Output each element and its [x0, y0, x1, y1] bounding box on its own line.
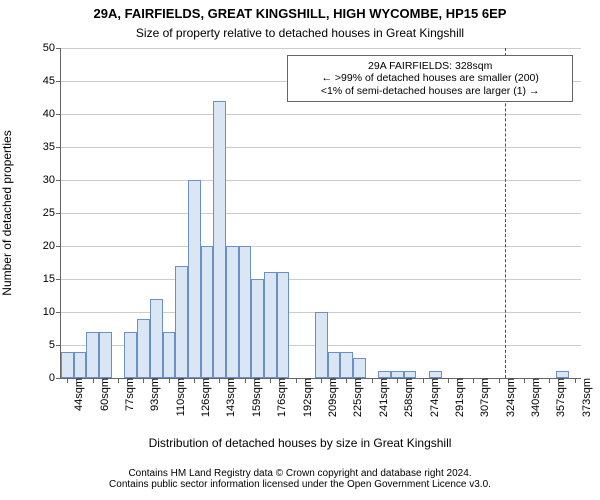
x-tick-mark — [118, 378, 119, 383]
chart-container: 29A, FAIRFIELDS, GREAT KINGSHILL, HIGH W… — [0, 0, 600, 500]
annotation-line: ← >99% of detached houses are smaller (2… — [294, 72, 566, 85]
y-tick-label: 0 — [49, 372, 61, 384]
x-tick-label: 274sqm — [427, 378, 441, 417]
histogram-bar — [277, 272, 290, 378]
y-tick-label: 10 — [43, 306, 61, 318]
annotation-box: 29A FAIRFIELDS: 328sqm← >99% of detached… — [287, 55, 573, 103]
plot-area: 0510152025303540455044sqm60sqm77sqm93sqm… — [60, 48, 581, 379]
x-tick-mark — [93, 378, 94, 383]
x-tick-label: 307sqm — [477, 378, 491, 417]
y-tick-label: 20 — [43, 240, 61, 252]
chart-subtitle: Size of property relative to detached ho… — [0, 26, 600, 40]
x-tick-mark — [321, 378, 322, 383]
x-tick-mark — [448, 378, 449, 383]
histogram-bar — [99, 332, 112, 378]
x-tick-label: 209sqm — [325, 378, 339, 417]
x-tick-mark — [549, 378, 550, 383]
y-tick-label: 5 — [49, 339, 61, 351]
x-tick-mark — [346, 378, 347, 383]
x-tick-mark — [143, 378, 144, 383]
x-tick-label: 126sqm — [198, 378, 212, 417]
histogram-bar — [86, 332, 99, 378]
x-axis-label: Distribution of detached houses by size … — [0, 436, 600, 450]
gridline — [61, 279, 581, 280]
y-tick-label: 35 — [43, 141, 61, 153]
y-tick-label: 30 — [43, 174, 61, 186]
footer-line-2: Contains public sector information licen… — [0, 479, 600, 490]
histogram-bar — [340, 352, 353, 378]
y-axis-label: Number of detached properties — [0, 130, 14, 295]
x-tick-mark — [575, 378, 576, 383]
histogram-bar — [188, 180, 201, 378]
histogram-bar — [175, 266, 188, 378]
histogram-bar — [137, 319, 150, 378]
histogram-bar — [239, 246, 252, 378]
x-tick-label: 241sqm — [376, 378, 390, 417]
gridline — [61, 48, 581, 49]
x-tick-mark — [473, 378, 474, 383]
x-tick-label: 77sqm — [122, 378, 136, 411]
x-tick-mark — [524, 378, 525, 383]
x-tick-label: 373sqm — [579, 378, 593, 417]
chart-title: 29A, FAIRFIELDS, GREAT KINGSHILL, HIGH W… — [0, 6, 600, 21]
annotation-line: <1% of semi-detached houses are larger (… — [294, 85, 566, 98]
x-tick-mark — [397, 378, 398, 383]
x-tick-label: 159sqm — [249, 378, 263, 417]
histogram-bar — [226, 246, 239, 378]
x-tick-mark — [296, 378, 297, 383]
gridline — [61, 246, 581, 247]
x-tick-mark — [372, 378, 373, 383]
x-tick-mark — [245, 378, 246, 383]
histogram-bar — [61, 352, 74, 378]
chart-footer: Contains HM Land Registry data © Crown c… — [0, 468, 600, 490]
x-tick-label: 60sqm — [97, 378, 111, 411]
histogram-bar — [429, 371, 442, 378]
histogram-bar — [74, 352, 87, 378]
x-tick-label: 324sqm — [503, 378, 517, 417]
x-tick-label: 225sqm — [350, 378, 364, 417]
x-tick-mark — [169, 378, 170, 383]
x-tick-mark — [219, 378, 220, 383]
x-tick-label: 340sqm — [528, 378, 542, 417]
histogram-bar — [251, 279, 264, 378]
histogram-bar — [201, 246, 214, 378]
histogram-bar — [328, 352, 341, 378]
footer-line-1: Contains HM Land Registry data © Crown c… — [0, 468, 600, 479]
x-tick-label: 192sqm — [300, 378, 314, 417]
histogram-bar — [213, 101, 226, 378]
y-tick-label: 25 — [43, 207, 61, 219]
y-tick-label: 15 — [43, 273, 61, 285]
gridline — [61, 213, 581, 214]
histogram-bar — [315, 312, 328, 378]
annotation-line: 29A FAIRFIELDS: 328sqm — [294, 60, 566, 73]
x-tick-mark — [499, 378, 500, 383]
y-tick-label: 40 — [43, 108, 61, 120]
gridline — [61, 180, 581, 181]
x-tick-label: 357sqm — [553, 378, 567, 417]
histogram-bar — [391, 371, 404, 378]
x-tick-label: 110sqm — [173, 378, 187, 416]
y-tick-label: 45 — [43, 75, 61, 87]
y-tick-label: 50 — [43, 42, 61, 54]
gridline — [61, 147, 581, 148]
gridline — [61, 114, 581, 115]
histogram-bar — [150, 299, 163, 378]
histogram-bar — [163, 332, 176, 378]
x-tick-mark — [194, 378, 195, 383]
histogram-bar — [378, 371, 391, 378]
x-tick-label: 44sqm — [71, 378, 85, 411]
x-tick-mark — [423, 378, 424, 383]
histogram-bar — [353, 358, 366, 378]
x-tick-label: 258sqm — [401, 378, 415, 417]
histogram-bar — [124, 332, 137, 378]
histogram-bar — [404, 371, 417, 378]
x-tick-label: 143sqm — [223, 378, 237, 417]
histogram-bar — [556, 371, 569, 378]
x-tick-label: 291sqm — [452, 378, 466, 417]
histogram-bar — [264, 272, 277, 378]
x-tick-label: 176sqm — [274, 378, 288, 417]
x-tick-mark — [67, 378, 68, 383]
x-tick-label: 93sqm — [147, 378, 161, 411]
x-tick-mark — [270, 378, 271, 383]
